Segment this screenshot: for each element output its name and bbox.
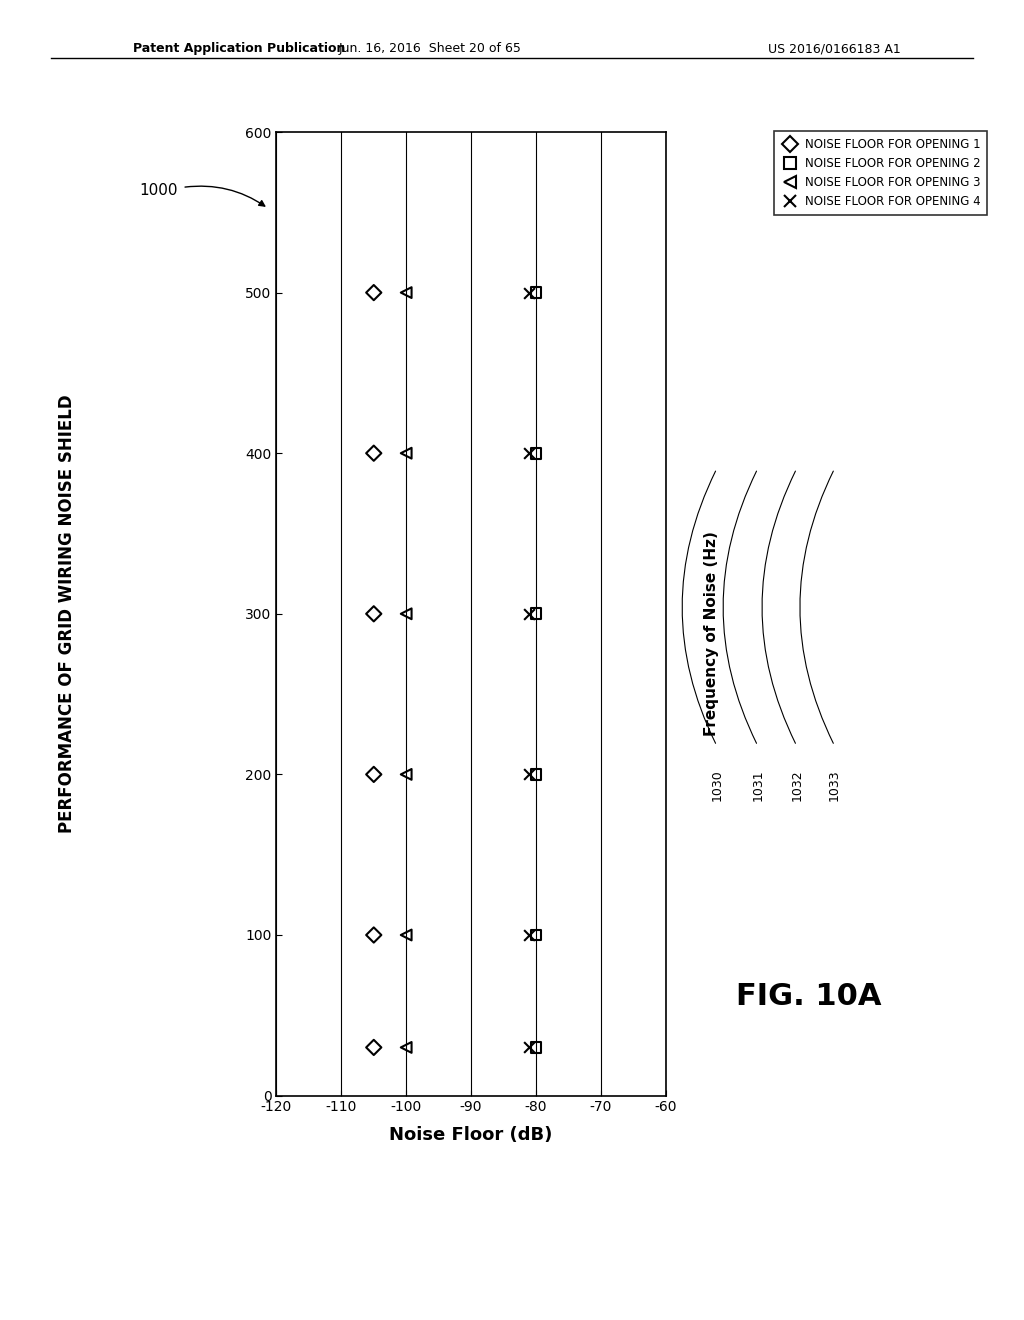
Point <box>398 764 415 785</box>
Point <box>366 1038 382 1059</box>
Point <box>521 764 538 785</box>
Point <box>527 764 544 785</box>
Point <box>366 603 382 624</box>
Point <box>527 1038 544 1059</box>
Point <box>366 442 382 463</box>
Text: 1031: 1031 <box>752 770 764 801</box>
Text: US 2016/0166183 A1: US 2016/0166183 A1 <box>768 42 901 55</box>
Point <box>398 1038 415 1059</box>
Point <box>398 282 415 304</box>
Text: 1033: 1033 <box>828 770 841 801</box>
Point <box>366 924 382 945</box>
Point <box>527 603 544 624</box>
Point <box>521 442 538 463</box>
Point <box>527 442 544 463</box>
Text: Jun. 16, 2016  Sheet 20 of 65: Jun. 16, 2016 Sheet 20 of 65 <box>339 42 521 55</box>
Point <box>398 603 415 624</box>
Point <box>527 924 544 945</box>
Point <box>521 924 538 945</box>
Text: 1000: 1000 <box>139 182 178 198</box>
Point <box>366 282 382 304</box>
Text: 1030: 1030 <box>711 770 723 801</box>
Point <box>398 442 415 463</box>
Point <box>527 282 544 304</box>
Point <box>366 764 382 785</box>
Text: PERFORMANCE OF GRID WIRING NOISE SHIELD: PERFORMANCE OF GRID WIRING NOISE SHIELD <box>57 395 76 833</box>
Point <box>398 924 415 945</box>
Text: 1032: 1032 <box>791 770 803 801</box>
Point <box>521 282 538 304</box>
X-axis label: Noise Floor (dB): Noise Floor (dB) <box>389 1126 553 1143</box>
Text: Patent Application Publication: Patent Application Publication <box>133 42 345 55</box>
Text: FIG. 10A: FIG. 10A <box>736 982 882 1011</box>
Point <box>521 603 538 624</box>
Point <box>521 1038 538 1059</box>
Text: Frequency of Noise (Hz): Frequency of Noise (Hz) <box>705 531 719 737</box>
Legend: NOISE FLOOR FOR OPENING 1, NOISE FLOOR FOR OPENING 2, NOISE FLOOR FOR OPENING 3,: NOISE FLOOR FOR OPENING 1, NOISE FLOOR F… <box>774 131 987 215</box>
